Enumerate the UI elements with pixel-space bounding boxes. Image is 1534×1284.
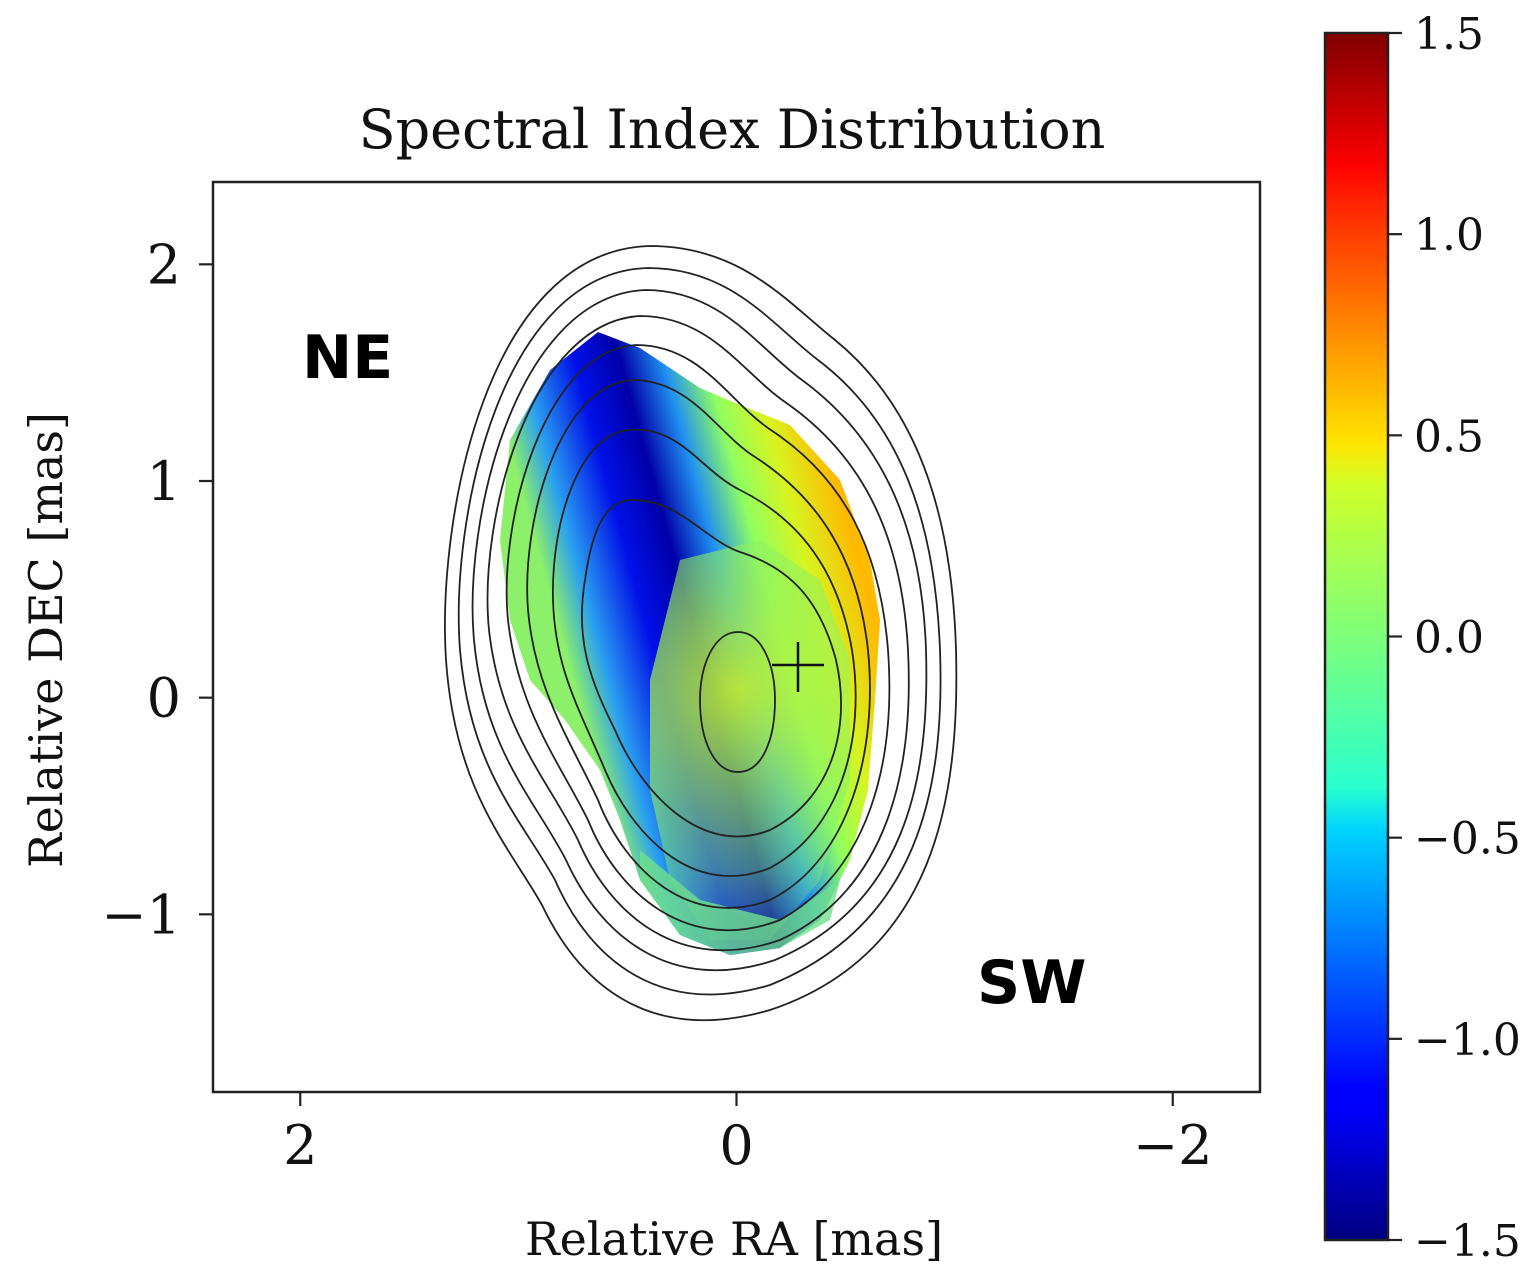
colorbar-tick-label: −1.5 xyxy=(1414,1216,1521,1267)
colorbar xyxy=(1323,31,1390,1242)
annotation-sw: SW xyxy=(977,948,1086,1018)
contour-level-2 xyxy=(580,499,842,838)
spectral-index-core xyxy=(650,540,850,940)
colorbar-tick-label: −0.5 xyxy=(1414,814,1521,865)
contour-level-6 xyxy=(486,315,910,951)
x-axis-ticks: 2 0 −2 xyxy=(283,1092,1213,1177)
y-tick-label: 0 xyxy=(147,667,181,730)
colorbar-ticks: 1.5 1.0 0.5 0.0 −0.5 −1.0 −1.5 xyxy=(1388,9,1521,1267)
y-tick-label: −1 xyxy=(101,883,181,946)
spectral-index-lower xyxy=(640,850,840,955)
contour-level-3 xyxy=(552,428,857,877)
chart-title: Spectral Index Distribution xyxy=(359,98,1106,161)
annotation-ne: NE xyxy=(302,323,393,393)
colorbar-tick-label: −1.0 xyxy=(1414,1015,1521,1066)
colorbar-tick-label: 0.0 xyxy=(1414,613,1484,664)
core-marker xyxy=(772,642,824,692)
contour-level-1 xyxy=(699,631,776,773)
y-axis-ticks: 2 1 0 −1 xyxy=(101,233,213,946)
plot-area xyxy=(444,245,958,1021)
contour-level-8 xyxy=(457,267,942,996)
y-axis-label: Relative DEC [mas] xyxy=(19,412,73,868)
colorbar-tick-label: 1.0 xyxy=(1414,210,1484,261)
contour-level-9 xyxy=(444,245,958,1021)
x-tick-label: 2 xyxy=(283,1114,317,1177)
contour-level-7 xyxy=(471,289,928,971)
contour-group xyxy=(444,245,958,1021)
x-tick-label: 0 xyxy=(719,1114,753,1177)
y-tick-label: 2 xyxy=(147,233,181,296)
y-tick-label: 1 xyxy=(147,450,181,513)
contour-level-4 xyxy=(526,379,871,909)
colorbar-tick-label: 0.5 xyxy=(1414,411,1484,462)
x-axis-label: Relative RA [mas] xyxy=(525,1212,943,1266)
contour-level-5 xyxy=(505,344,891,931)
colorbar-tick-label: 1.5 xyxy=(1414,9,1484,60)
x-tick-label: −2 xyxy=(1133,1114,1213,1177)
